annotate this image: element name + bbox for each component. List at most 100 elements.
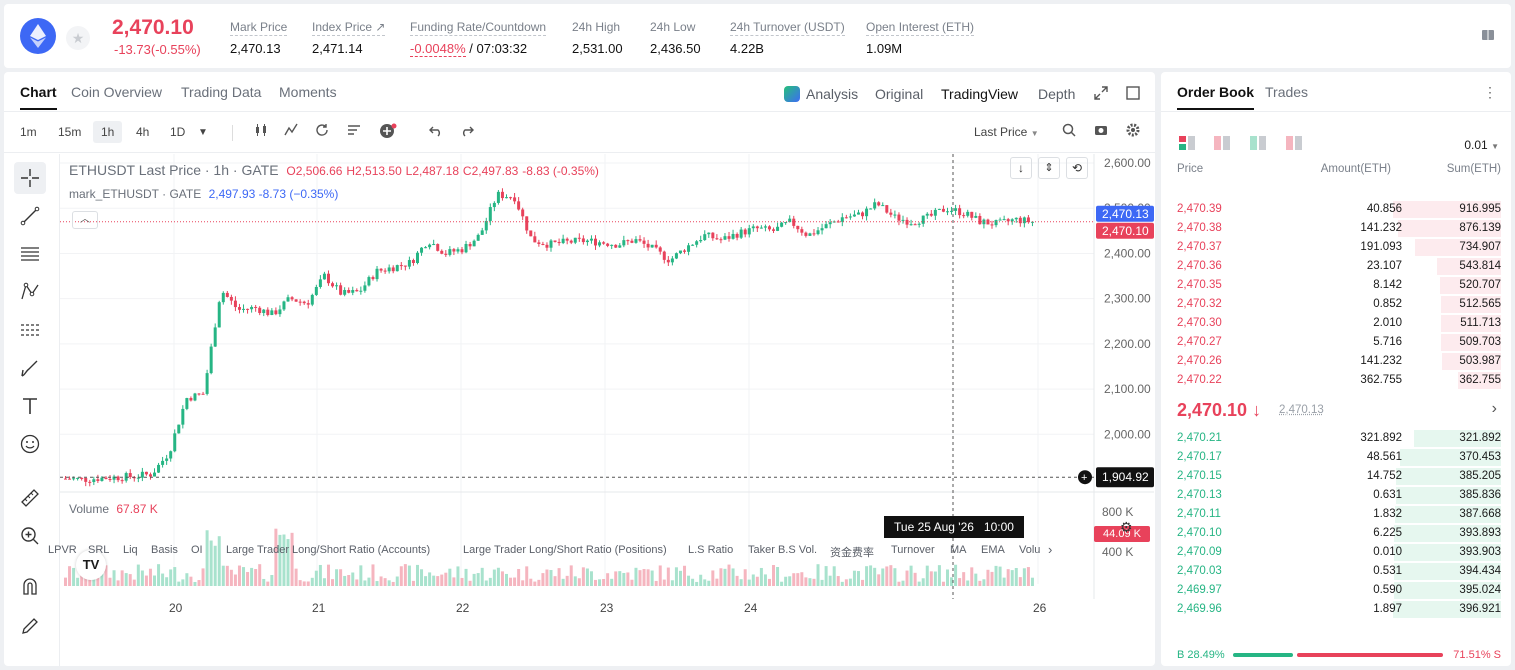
fib-tool-icon[interactable]	[14, 238, 46, 270]
indicator-large-trader-positions[interactable]: Large Trader Long/Short Ratio (Positions…	[463, 544, 667, 556]
indicator-lpvr[interactable]: LPVR	[48, 544, 77, 556]
more-icon[interactable]: ⋮	[1483, 84, 1497, 100]
pattern-tool-icon[interactable]	[14, 276, 46, 308]
indicator-ma[interactable]: MA	[950, 544, 967, 556]
indicator-ls-ratio[interactable]: L.S Ratio	[688, 544, 734, 556]
ask-row[interactable]: 2,470.30 2.010 511.713	[1161, 314, 1511, 333]
magnet-tool-icon[interactable]	[14, 570, 46, 602]
timeframe-1h[interactable]: 1h	[93, 121, 123, 143]
cycle-icon[interactable]: ⟲	[1066, 157, 1088, 179]
arrow-down-icon[interactable]: ↓	[1010, 157, 1032, 179]
candle-body	[153, 472, 157, 477]
view-original[interactable]: Original	[875, 86, 924, 102]
volume-bar	[399, 566, 403, 586]
zoom-tool-icon[interactable]	[14, 520, 46, 552]
precision-select[interactable]: 0.01 ▼	[1464, 138, 1499, 152]
price-chart[interactable]: 2,600.002,500.002,400.002,300.002,200.00…	[48, 154, 1154, 666]
text-tool-icon[interactable]	[14, 390, 46, 422]
favorite-star-icon[interactable]: ★	[66, 26, 90, 50]
layout-split-icon[interactable]	[1286, 136, 1302, 155]
chart-settings-icon[interactable]: ⚙	[1120, 519, 1133, 535]
price-type-select[interactable]: Last Price ▼	[974, 125, 1039, 139]
candle-body	[72, 478, 76, 480]
bid-row[interactable]: 2,469.96 1.897 396.921	[1161, 600, 1511, 619]
ask-row[interactable]: 2,470.35 8.142 520.707	[1161, 276, 1511, 295]
tab-trading-data[interactable]: Trading Data	[181, 84, 262, 100]
undo-icon[interactable]	[429, 123, 443, 141]
book-icon[interactable]	[1481, 28, 1495, 42]
settings-list-icon[interactable]	[347, 123, 361, 141]
indicator-liq[interactable]: Liq	[123, 544, 138, 556]
layout-both-icon[interactable]	[1179, 136, 1195, 155]
redo-icon[interactable]	[460, 123, 474, 141]
indicator-basis[interactable]: Basis	[151, 544, 178, 556]
indicator-funding-rate[interactable]: 资金费率	[830, 547, 874, 559]
ask-row[interactable]: 2,470.32 0.852 512.565	[1161, 295, 1511, 314]
bid-row[interactable]: 2,470.10 6.225 393.893	[1161, 524, 1511, 543]
tab-chart[interactable]: Chart	[20, 84, 57, 110]
layout-sell-icon[interactable]	[1214, 136, 1230, 155]
window-icon[interactable]	[1126, 86, 1140, 103]
ask-row[interactable]: 2,470.39 40.856 916.995	[1161, 200, 1511, 219]
indicator-turnover[interactable]: Turnover	[891, 544, 935, 556]
timeframe-1m[interactable]: 1m	[20, 125, 37, 139]
tab-coin-overview[interactable]: Coin Overview	[71, 84, 163, 100]
bid-row[interactable]: 2,470.13 0.631 385.836	[1161, 486, 1511, 505]
timeframe-15m[interactable]: 15m	[58, 125, 82, 139]
trendline-tool-icon[interactable]	[14, 200, 46, 232]
bid-row[interactable]: 2,470.15 14.752 385.205	[1161, 467, 1511, 486]
indicator-large-trader-accounts[interactable]: Large Trader Long/Short Ratio (Accounts)	[226, 544, 431, 556]
stat-index-price[interactable]: Index Price ↗ 2,471.14	[312, 18, 386, 56]
camera-icon[interactable]	[1094, 123, 1108, 141]
timeframe-dropdown-icon[interactable]: ▼	[198, 127, 208, 138]
refresh-icon[interactable]	[315, 123, 329, 141]
collapse-legend-button[interactable]: ︿	[72, 211, 98, 229]
search-icon[interactable]	[1062, 123, 1076, 141]
chevron-right-icon[interactable]: ›	[1491, 400, 1497, 417]
emoji-tool-icon[interactable]	[14, 428, 46, 460]
tab-trades[interactable]: Trades	[1265, 84, 1309, 100]
indicator-ema[interactable]: EMA	[981, 544, 1005, 556]
bid-row[interactable]: 2,470.11 1.832 387.668	[1161, 505, 1511, 524]
pencil-tool-icon[interactable]	[14, 610, 46, 642]
ask-depth-bar	[1458, 372, 1501, 389]
indicators-icon[interactable]	[284, 123, 298, 141]
tab-moments[interactable]: Moments	[279, 84, 337, 100]
bid-row[interactable]: 2,470.17 48.561 370.453	[1161, 448, 1511, 467]
indicator-taker-bs-vol[interactable]: Taker B.S Vol.	[748, 544, 818, 556]
ask-row[interactable]: 2,470.22 362.755 362.755	[1161, 371, 1511, 390]
analysis-button[interactable]: Analysis	[784, 86, 858, 102]
ask-row[interactable]: 2,470.38 141.232 876.139	[1161, 219, 1511, 238]
ruler-tool-icon[interactable]	[14, 482, 46, 514]
volume-bar	[1002, 577, 1006, 586]
view-tradingview[interactable]: TradingView	[941, 86, 1019, 102]
ask-row[interactable]: 2,470.26 141.232 503.987	[1161, 352, 1511, 371]
indicator-oi[interactable]: OI	[191, 544, 203, 556]
timeframe-1d[interactable]: 1D	[170, 125, 186, 139]
ask-row[interactable]: 2,470.37 191.093 734.907	[1161, 238, 1511, 257]
collapse-icon[interactable]: ⇕	[1038, 157, 1060, 179]
ask-row[interactable]: 2,470.36 23.107 543.814	[1161, 257, 1511, 276]
indicator-srl[interactable]: SRL	[88, 544, 110, 556]
bid-row[interactable]: 2,469.97 0.590 395.024	[1161, 581, 1511, 600]
bid-row[interactable]: 2,470.03 0.531 394.434	[1161, 562, 1511, 581]
layout-buy-icon[interactable]	[1250, 136, 1266, 155]
ask-row[interactable]: 2,470.27 5.716 509.703	[1161, 333, 1511, 352]
add-indicator-icon[interactable]	[379, 123, 397, 143]
bid-row[interactable]: 2,470.09 0.010 393.903	[1161, 543, 1511, 562]
indicator-volu[interactable]: Volu	[1019, 544, 1041, 556]
stat-label: Open Interest (ETH)	[866, 20, 975, 36]
expand-icon[interactable]	[1094, 86, 1108, 103]
brush-tool-icon[interactable]	[14, 352, 46, 384]
timeframe-4h[interactable]: 4h	[136, 125, 150, 139]
candle-type-icon[interactable]	[254, 123, 268, 141]
view-depth[interactable]: Depth	[1038, 86, 1076, 102]
gear-icon[interactable]	[1126, 123, 1140, 141]
chevron-right-icon[interactable]: ›	[1048, 542, 1053, 557]
volume-bar	[339, 569, 343, 586]
candle-body	[242, 308, 246, 310]
projection-tool-icon[interactable]	[14, 314, 46, 346]
bid-row[interactable]: 2,470.21 321.892 321.892	[1161, 429, 1511, 448]
crosshair-tool-icon[interactable]	[14, 162, 46, 194]
tab-order-book[interactable]: Order Book	[1177, 84, 1255, 110]
